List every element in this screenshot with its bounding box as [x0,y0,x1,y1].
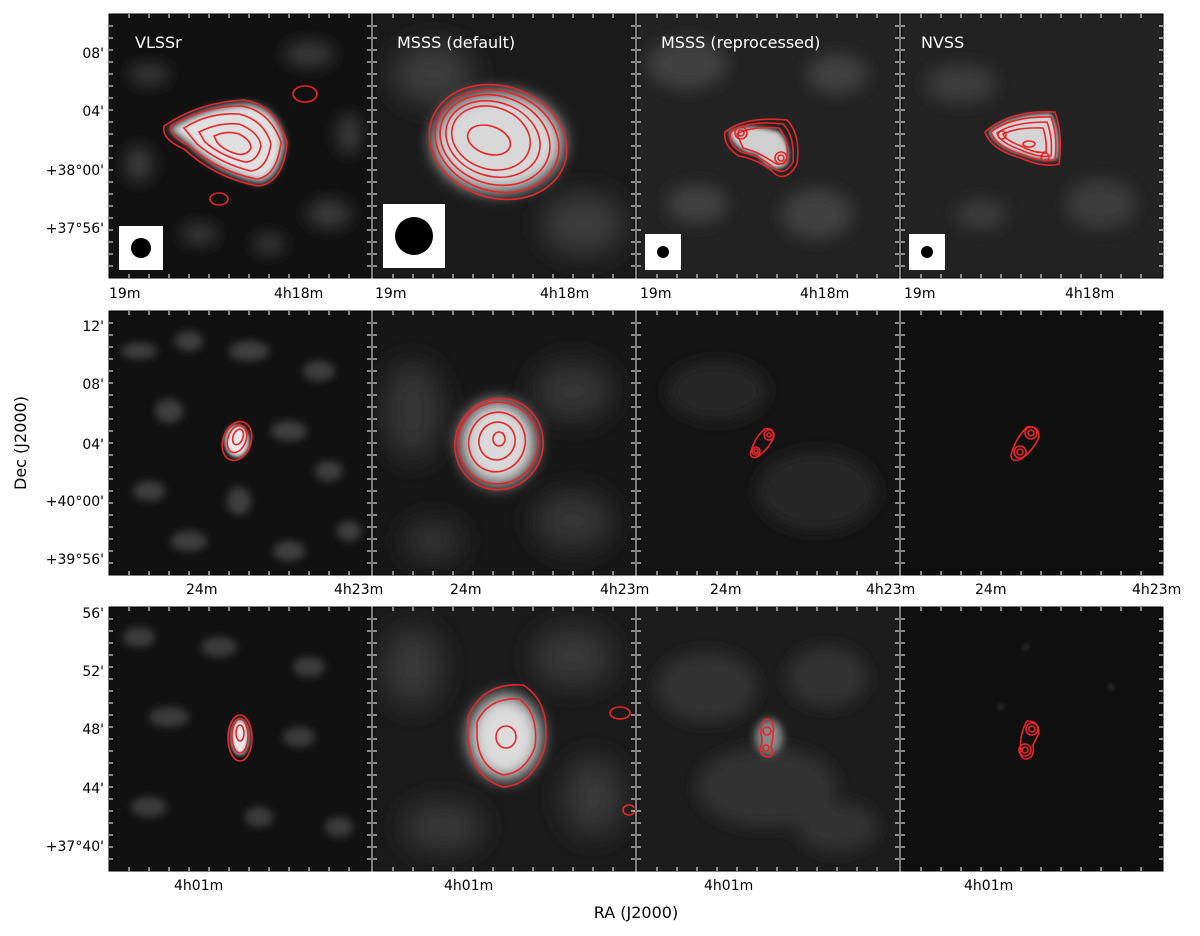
ra-tick-label: 24m [710,582,741,598]
ra-tick-label: 4h23m [866,582,915,598]
panel-frames [108,13,1164,872]
contours [1018,720,1040,760]
dec-tick-label: 44' [82,781,104,797]
row-3 [109,607,1163,871]
ra-tick-label: 4h23m [1132,582,1181,598]
contours [162,85,318,206]
ra-tick-label: 4h01m [964,878,1013,894]
ra-tick-label: 24m [186,582,217,598]
panel-nvss-row3 [901,607,1163,871]
row2-ra-labels: 24m 4h23m 24m 4h23m 24m 4h23m 24m 4h23m [186,582,1181,598]
contours [723,118,799,178]
dec-tick-label: +37°40' [46,839,104,855]
beam-ellipse [131,238,151,258]
panel-vlssr-row3 [109,607,371,871]
panel-msss-default-row2 [373,311,635,575]
contours [749,427,775,459]
row-2 [109,311,1163,575]
dec-tick-label: 48' [82,722,104,738]
ra-tick-label: 4h18m [800,286,849,302]
row3-ra-labels: 4h01m 4h01m 4h01m 4h01m [174,878,1013,894]
dec-tick-label: 04' [82,437,104,453]
ra-tick-label: 4h01m [704,878,753,894]
dec-tick-label: +40°00' [46,494,104,510]
y-axis-label: Dec (J2000) [11,396,30,490]
contours [428,83,568,201]
beam-ellipse [657,246,669,258]
row1-ra-labels: 19m 4h18m 19m 4h18m 19m 4h18m 19m 4h18m [109,286,1114,302]
ra-tick-label: 4h23m [334,582,383,598]
dec-tick-label: 08' [82,46,104,62]
contours [759,718,775,758]
ra-tick-label: 24m [975,582,1006,598]
contours [984,111,1062,166]
dec-tick-label: +38°00' [46,163,104,179]
panel-msss-reprocessed-row3 [637,607,899,871]
dec-tick-label: 04' [82,104,104,120]
panel-title: MSSS (reprocessed) [661,33,820,52]
dec-tick-label: +37°56' [46,221,104,237]
dec-tick-label: 08' [82,377,104,393]
dec-tick-label: 56' [82,606,104,622]
ra-tick-label: 19m [904,286,935,302]
contours [221,420,253,462]
beam-ellipse [921,246,933,258]
ra-tick-label: 19m [375,286,406,302]
panel-title: MSSS (default) [397,33,515,52]
dec-tick-label: 52' [82,664,104,680]
ra-tick-label: 4h18m [274,286,323,302]
row3-dec-labels: 56' 52' 48' 44' +37°40' [46,606,104,855]
panel-msss-default-row3 [373,607,636,871]
dec-tick-label: +39°56' [46,552,104,568]
panel-msss-default-row1: MSSS (default) [373,14,635,278]
panel-nvss-row1: NVSS [901,14,1163,278]
panel-title: NVSS [921,33,964,52]
ra-tick-label: 24m [450,582,481,598]
panel-vlssr-row1: VLSSr [109,14,371,278]
ra-tick-label: 4h18m [540,286,589,302]
ra-tick-label: 4h01m [444,878,493,894]
x-axis-label: RA (J2000) [594,903,678,922]
contours [1010,425,1040,462]
panel-nvss-row2 [901,311,1163,575]
ra-tick-label: 4h18m [1065,286,1114,302]
row1-dec-labels: 08' 04' +38°00' +37°56' [46,46,104,237]
contours [227,714,253,762]
panel-vlssr-row2 [109,311,371,575]
panel-msss-reprocessed-row1: MSSS (reprocessed) [637,14,899,278]
contours [453,397,545,491]
panel-msss-reprocessed-row2 [637,311,899,575]
dec-tick-label: 12' [82,319,104,335]
ra-tick-label: 4h01m [174,878,223,894]
ra-tick-label: 19m [109,286,140,302]
ra-tick-label: 19m [640,286,671,302]
ra-tick-label: 4h23m [600,582,649,598]
row2-dec-labels: 12' 08' 04' +40°00' +39°56' [46,319,104,568]
noise-field [125,42,361,254]
row-1: VLSSr MSSS (default) [109,14,1163,278]
beam-ellipse [395,217,433,255]
panel-title: VLSSr [135,33,182,52]
